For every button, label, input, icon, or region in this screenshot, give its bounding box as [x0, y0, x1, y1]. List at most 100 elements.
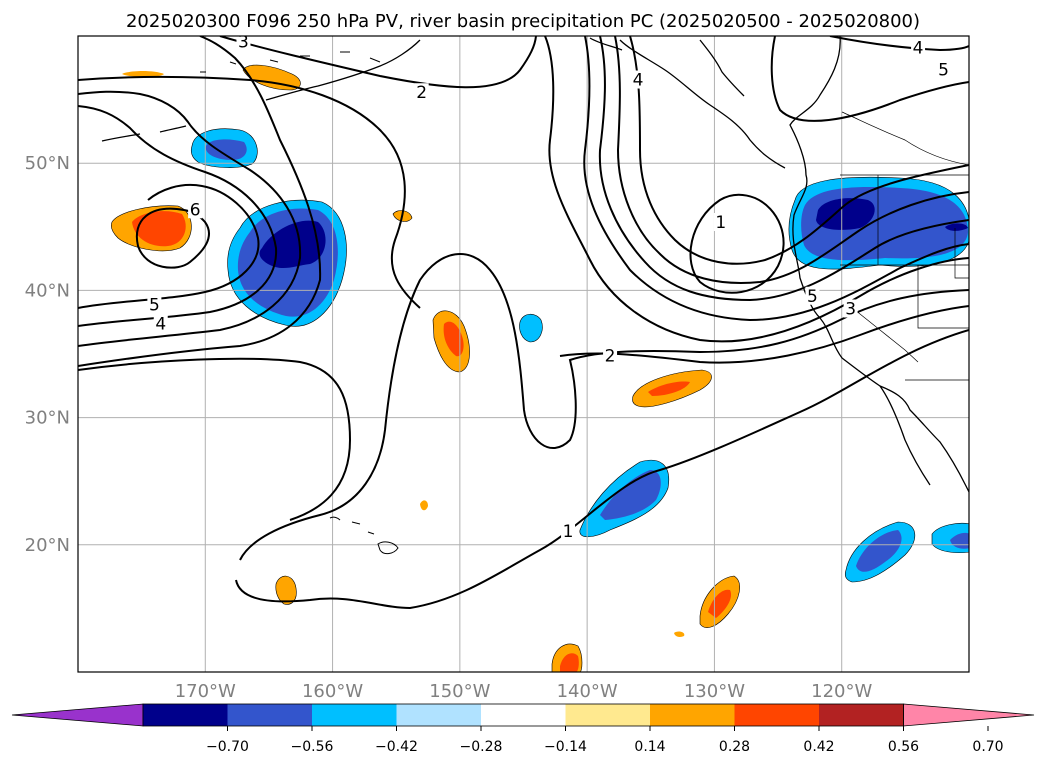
- contour-label: 2: [416, 83, 427, 103]
- colorbar: −0.70 −0.56 −0.42 −0.28 −0.14 0.14 0.28 0.42 0.5…: [11, 703, 1035, 755]
- longitude-tick-label: 150°W: [429, 681, 490, 702]
- colorbar-segment: [734, 704, 820, 726]
- colorbar-segment: [565, 704, 651, 726]
- negative-anomaly-pacific-northwest: [788, 176, 969, 270]
- contour-label-background: [147, 295, 162, 314]
- colorbar-tick-label: −0.70: [206, 739, 249, 755]
- pv-contour-2-upper: [219, 36, 537, 89]
- positive-anomaly-bering: [242, 64, 301, 91]
- pv-contour-north-5: [629, 36, 969, 265]
- contour-label-background: [936, 60, 951, 79]
- contour-label: 5: [938, 60, 949, 80]
- positive-anomaly-central: [432, 310, 470, 373]
- contour-label-background: [843, 299, 858, 318]
- colorbar-tick-label: −0.42: [375, 739, 418, 755]
- contour-label-background: [713, 212, 728, 231]
- colorbar-extend-low: [11, 703, 144, 727]
- colorbar-frame: [142, 703, 904, 727]
- contour-label: 1: [715, 213, 726, 233]
- colorbar-segment: [312, 704, 397, 726]
- colorbar-segment: [650, 704, 735, 726]
- negative-anomaly-baja: [844, 521, 915, 583]
- colorbar-segment: [819, 704, 904, 726]
- contour-label: 3: [845, 299, 856, 319]
- colorbar-segment: [143, 704, 228, 726]
- negative-anomaly-aleutian: [190, 128, 258, 168]
- contour-label: 2: [605, 347, 616, 367]
- latitude-tick-label: 30°N: [25, 408, 70, 429]
- hawaiian-islands: [329, 516, 399, 555]
- pv-contour-north-4: [614, 36, 969, 284]
- longitude-tick-label: 130°W: [684, 681, 745, 702]
- positive-anomaly-small: [122, 71, 164, 77]
- positive-anomaly-small: [420, 500, 428, 511]
- positive-anomaly-small: [674, 631, 685, 637]
- pv-contours: [78, 36, 969, 610]
- contour-label: 4: [913, 39, 924, 59]
- map-frame: [77, 35, 970, 673]
- colorbar-tick-label: −0.14: [544, 739, 587, 755]
- positive-anomaly-west: [110, 205, 192, 252]
- negative-anomaly-small: [519, 313, 543, 343]
- contour-label: 4: [633, 71, 644, 91]
- pv-contour-2-west: [78, 76, 421, 309]
- colorbar-tick-label: −0.56: [291, 739, 334, 755]
- colorbar-tick-label: 0.28: [719, 739, 750, 755]
- state-borders: [840, 111, 969, 381]
- colorbar-tick-label: 0.14: [634, 739, 665, 755]
- contour-label: 6: [190, 200, 201, 220]
- latitude-labels: 50°N 40°N 30°N 20°N: [25, 153, 70, 556]
- pv-contour-3: [78, 36, 322, 367]
- contour-label: 4: [155, 315, 166, 335]
- contour-label-background: [911, 38, 926, 57]
- contour-label: 5: [807, 287, 818, 307]
- contour-label-background: [631, 70, 646, 89]
- figure-title: 2025020300 F096 250 hPa PV, river basin …: [126, 11, 920, 32]
- positive-anomaly-south: [699, 575, 740, 628]
- colorbar-segment: [396, 704, 482, 726]
- pv-contour-north-2: [583, 36, 969, 322]
- contour-label-background: [561, 522, 576, 541]
- pv-contour-5-outer: [78, 105, 278, 327]
- colorbar-tick-label: 0.42: [803, 739, 834, 755]
- aleutian-islands: [200, 51, 381, 73]
- colorbar-tick-label: 0.70: [972, 739, 1003, 755]
- colorbar-tick-label: −0.28: [460, 739, 503, 755]
- pv-contour-ne-5: [770, 36, 969, 122]
- latitude-tick-label: 40°N: [25, 280, 70, 301]
- contour-label: 3: [238, 32, 249, 52]
- longitude-tick-label: 120°W: [811, 681, 872, 702]
- colorbar-segment: [227, 704, 313, 726]
- pv-contour-north-1: [544, 36, 969, 343]
- contour-label-background: [236, 36, 251, 51]
- contour-label-background: [188, 200, 203, 219]
- colorbar-tick-label: 0.56: [888, 739, 919, 755]
- pv-contour-1-south: [235, 329, 969, 610]
- colorbar-segment: [481, 704, 566, 726]
- pv-contour-1: [239, 253, 969, 561]
- pv-contour-ne-4: [829, 36, 969, 52]
- colorbar-extend-high: [903, 703, 1035, 727]
- gridlines: [78, 36, 969, 672]
- longitude-tick-label: 170°W: [175, 681, 236, 702]
- pv-contour-4: [78, 90, 302, 347]
- contour-label-background: [153, 314, 168, 333]
- pv-contour-2: [559, 305, 969, 364]
- longitude-labels: 170°W 160°W 150°W 140°W 130°W 120°W: [175, 681, 873, 702]
- contour-label: 5: [149, 296, 160, 316]
- longitude-tick-label: 140°W: [557, 681, 618, 702]
- contour-label: 1: [563, 522, 574, 542]
- positive-anomaly-subtropical: [632, 369, 712, 408]
- pv-contour-3-ne: [78, 357, 352, 521]
- positive-anomaly-bottom: [551, 643, 583, 672]
- longitude-tick-label: 160°W: [302, 681, 363, 702]
- latitude-tick-label: 20°N: [25, 535, 70, 556]
- pv-contour-north-3: [598, 36, 969, 302]
- latitude-tick-label: 50°N: [25, 153, 70, 174]
- contour-label-background: [414, 83, 429, 102]
- contour-label-background: [603, 346, 618, 365]
- contour-label-background: [805, 286, 820, 305]
